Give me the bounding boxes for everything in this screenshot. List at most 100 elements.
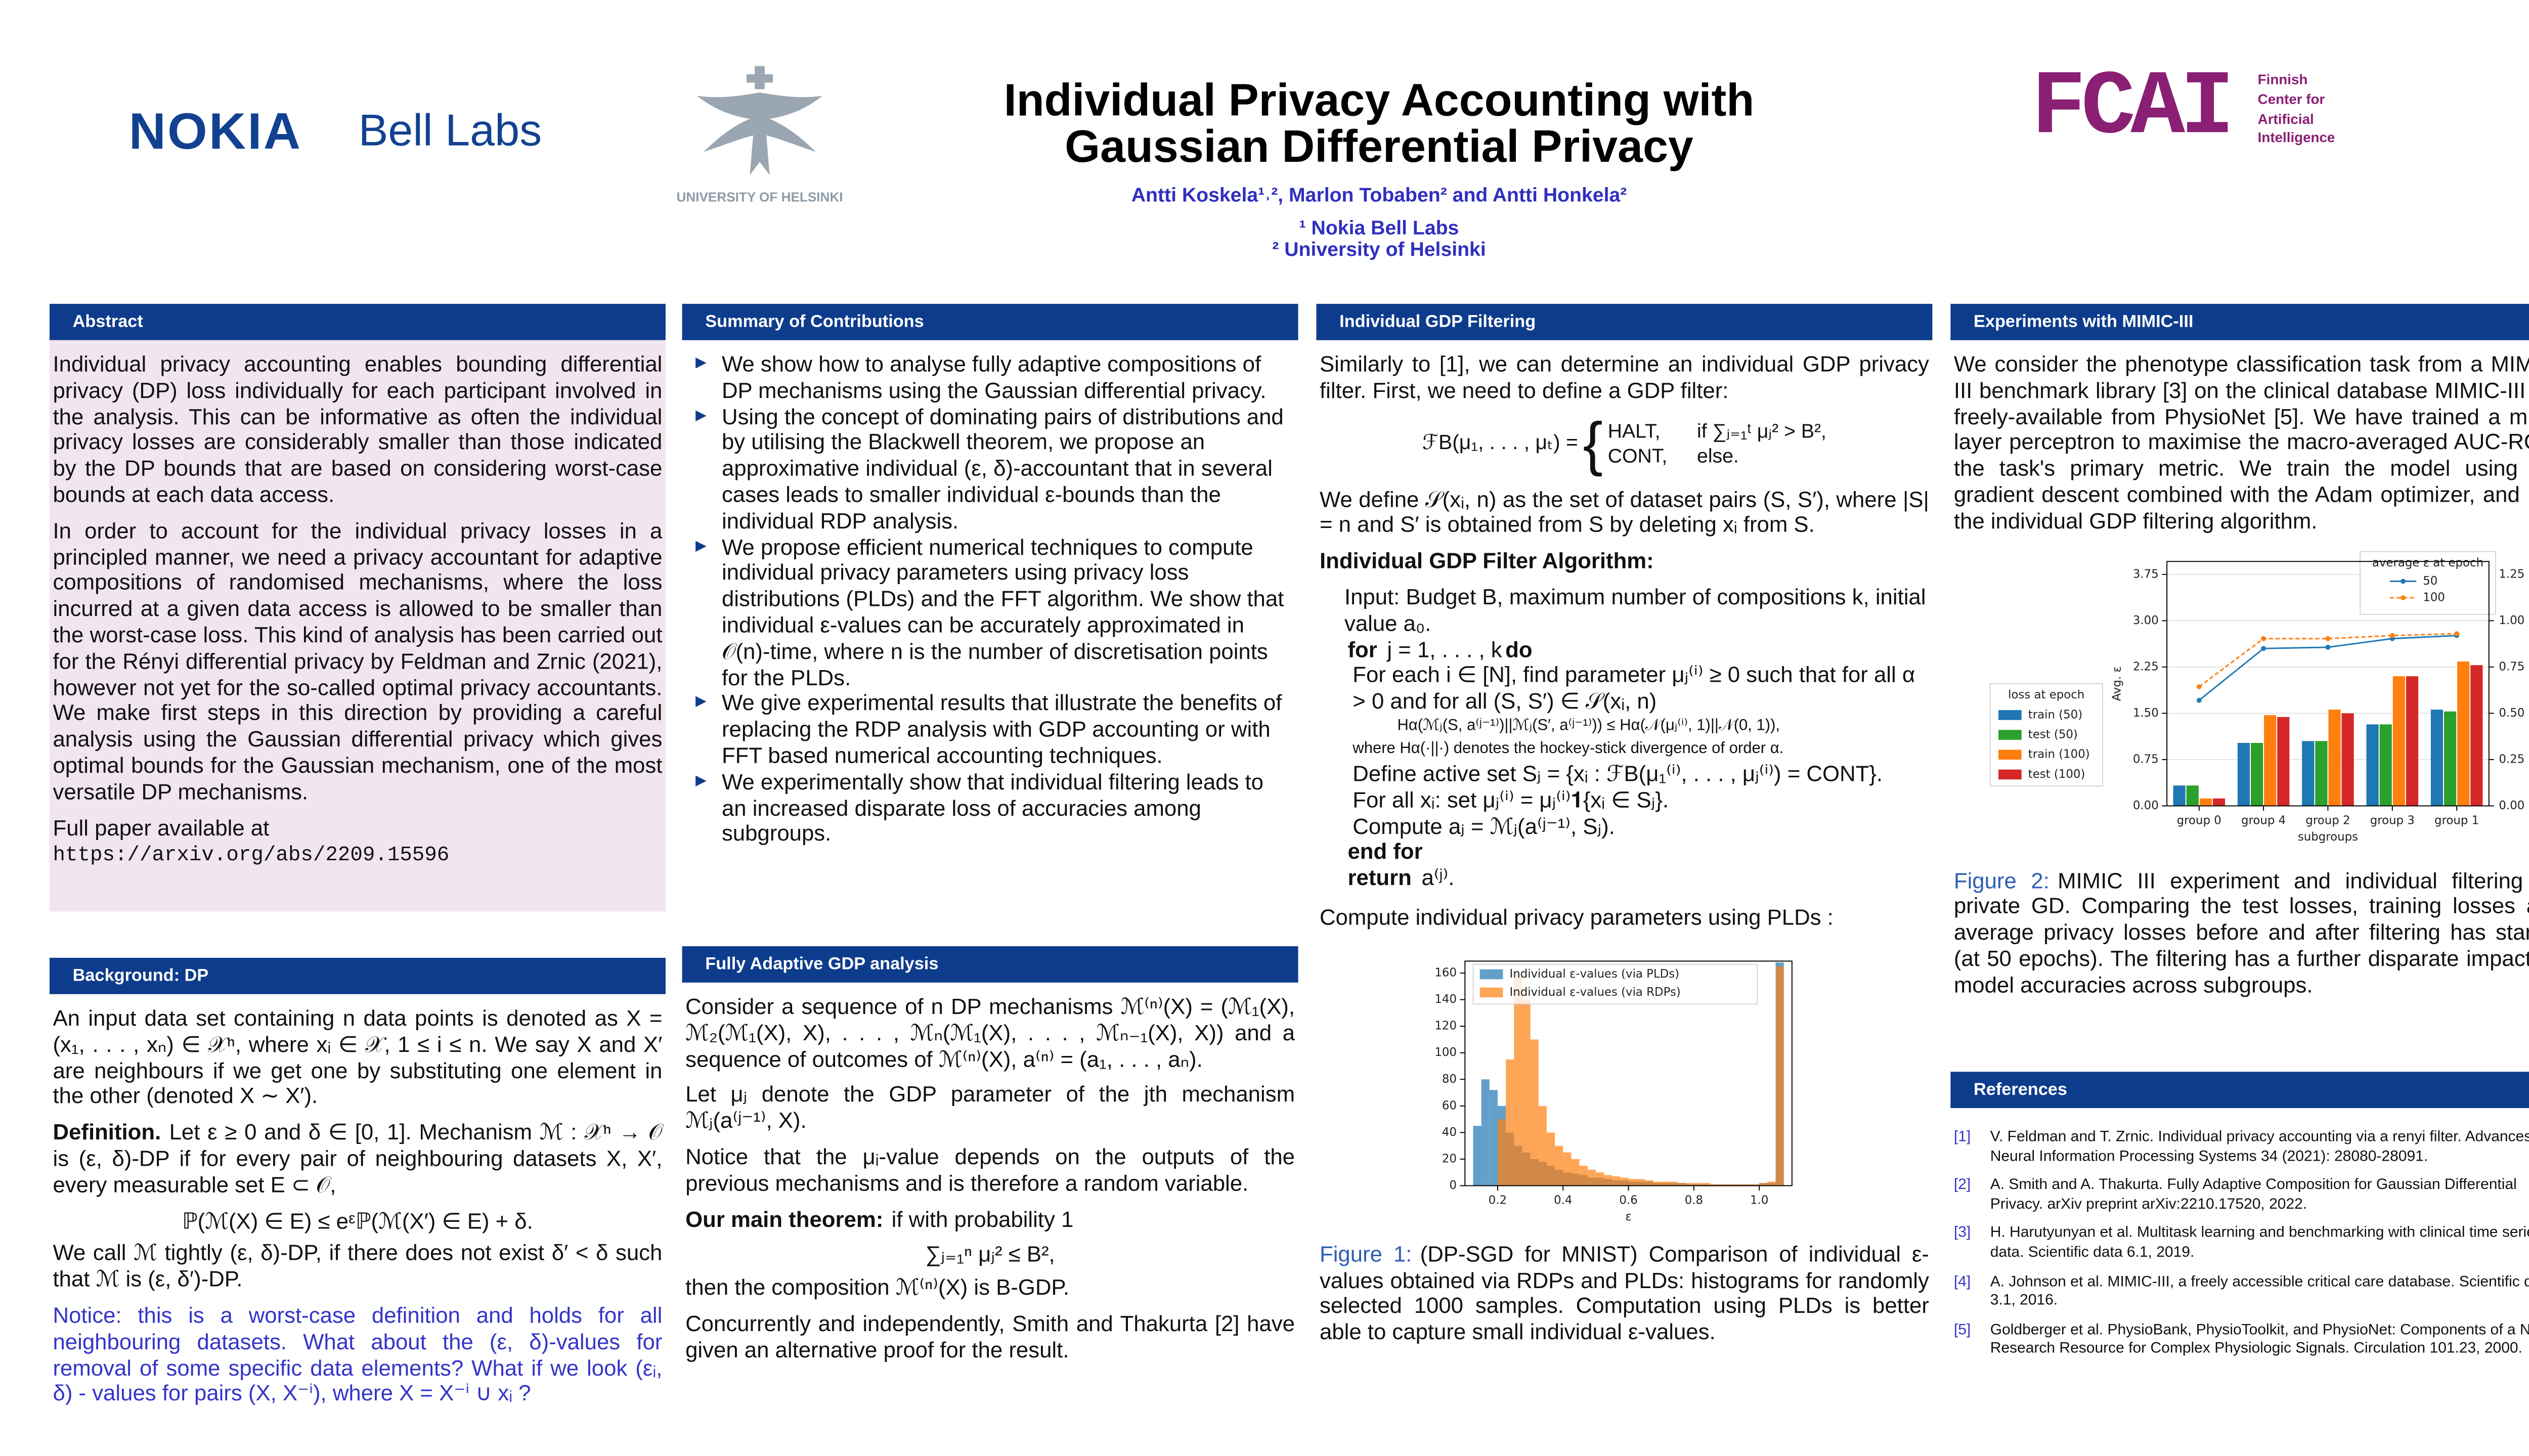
bar — [2406, 675, 2419, 806]
x-tick-label: 0.6 — [1619, 1194, 1637, 1207]
caption: Figure 2: MIMIC III experiment and indivi… — [1954, 868, 2529, 998]
algorithm-text: For each i ∈ [N], find parameter μⱼ⁽ⁱ⁾ ≥… — [1353, 663, 1915, 714]
histogram-bar — [1497, 1119, 1506, 1185]
section-body: An input data set containing n data poin… — [50, 994, 666, 1407]
paragraph-text: then the composition ℳ⁽ⁿ⁾(X) is B-GDP. — [685, 1275, 1070, 1300]
legend-swatch — [1479, 968, 1503, 979]
x-tick-label: group 0 — [2177, 813, 2221, 826]
section-body: Consider a sequence of n DP mechanisms ℳ… — [682, 983, 1298, 1363]
paragraph: Full paper available at https://arxiv.org… — [53, 815, 662, 871]
line-marker — [2325, 635, 2331, 641]
caption: Figure 1: (DP-SGD for MNIST) Comparison o… — [1320, 1242, 1929, 1346]
paragraph: Similarly to [1], we can determine an in… — [1320, 352, 1929, 404]
x-tick-label: 0.2 — [1489, 1194, 1507, 1207]
bell-labs-logo: Bell Labs — [358, 105, 542, 155]
y2-tick-label: 0.00 — [2499, 799, 2524, 812]
cases-grid: HALT, if ∑ⱼ₌₁ᵗ μⱼ² > B², CONT, else. — [1608, 419, 1826, 468]
paragraph: Notice that the μᵢ-value depends on the … — [685, 1144, 1295, 1197]
reference: [2] A. Smith and A. Thakurta. Fully Adapt… — [1954, 1176, 2529, 1215]
y-tick-label: 3.00 — [2133, 613, 2159, 626]
paragraph: We consider the phenotype classification… — [1954, 352, 2529, 535]
paragraph-text: An input data set containing n data poin… — [53, 1005, 663, 1109]
algorithm-line: Define active set Sⱼ = {xᵢ : ℱB(μ₁⁽ⁱ⁾, .… — [1320, 761, 1929, 787]
helsinki-emblem — [696, 66, 823, 175]
histogram-bar — [1506, 1059, 1514, 1185]
paragraph-text: We call ℳ tightly (ε, δ)-DP, if there do… — [53, 1241, 663, 1292]
algorithm-line: return a⁽ʲ⁾. — [1320, 866, 1929, 892]
reference-list: [1] V. Feldman and T. Zrnic. Individual p… — [1954, 1120, 2529, 1359]
y2-tick-label: 0.75 — [2499, 659, 2524, 673]
bar — [2264, 714, 2277, 806]
y-tick-label: 40 — [1442, 1125, 1457, 1138]
y-axis-label: Avg. ε — [2111, 666, 2124, 700]
paragraph: Our main theorem: if with probability 1 — [685, 1207, 1295, 1233]
histogram-bar — [1693, 1182, 1703, 1185]
paragraph-text: Similarly to [1], we can determine an in… — [1319, 351, 1929, 403]
algorithm-keyword: do — [1505, 637, 1533, 662]
plot-frame — [2166, 560, 2490, 806]
link: https://arxiv.org/abs/2209.15596 — [53, 844, 450, 868]
section: Abstract Individual privacy accounting en… — [49, 303, 666, 912]
y-tick-label: 160 — [1434, 966, 1457, 979]
y-tick-label: 0.75 — [2133, 752, 2159, 765]
case-cell: HALT, — [1607, 419, 1661, 442]
line-marker — [2454, 630, 2460, 636]
bar — [2212, 798, 2226, 806]
bar — [2173, 784, 2186, 806]
subheading: Individual GDP Filter Algorithm: — [1319, 548, 1654, 573]
reference-text: V. Feldman and T. Zrnic. Individual priv… — [1990, 1128, 2529, 1164]
algorithm-keyword: for — [1347, 637, 1377, 662]
reference: [5] Goldberger et al. PhysioBank, PhysioT… — [1954, 1320, 2529, 1359]
bar — [2315, 740, 2328, 806]
algorithm-line: for j = 1, . . . , k do — [1320, 637, 1929, 663]
reference-label: [4] — [1953, 1272, 1971, 1289]
section-header: Experiments with MIMIC-III — [1950, 303, 2529, 340]
histogram-bar — [1718, 1184, 1727, 1185]
histogram-bar — [1742, 1184, 1752, 1185]
paragraph: We define 𝒮(xᵢ, n) as the set of dataset… — [1320, 487, 1929, 539]
algorithm-line: Hα(ℳⱼ(S, a⁽ʲ⁻¹⁾)||ℳⱼ(S′, a⁽ʲ⁻¹⁾)) ≤ Hα(𝒩… — [1320, 715, 1929, 738]
paragraph-text: Notice that the μᵢ-value depends on the … — [685, 1144, 1295, 1196]
section: Individual GDP Filtering Similarly to [1]… — [1316, 303, 1933, 1356]
histogram-bar — [1669, 1181, 1678, 1185]
reference: [3] H. Harutyunyan et al. Multitask learn… — [1954, 1224, 2529, 1263]
histogram-bar — [1685, 1182, 1694, 1185]
bullet-item: Using the concept of dominating pairs of… — [722, 404, 1288, 535]
y-tick-label: 60 — [1442, 1099, 1457, 1112]
histogram-bar — [1604, 1174, 1612, 1185]
histogram-bar — [1653, 1181, 1662, 1185]
section-body: Individual privacy accounting enables bo… — [49, 340, 666, 912]
histogram-bar — [1571, 1159, 1580, 1185]
y-tick-label: 1.50 — [2133, 706, 2159, 719]
histogram-bar — [1636, 1178, 1645, 1185]
legend-label: train (50) — [2028, 708, 2082, 721]
histogram-bar — [1555, 1145, 1563, 1185]
histogram-bar — [1751, 1184, 1760, 1185]
bullet-list: We show how to analyse fully adaptive co… — [685, 352, 1295, 848]
reference-text: A. Smith and A. Thakurta. Fully Adaptive… — [1990, 1176, 2517, 1212]
bar — [2277, 716, 2290, 806]
y2-tick-label: 0.50 — [2499, 706, 2524, 719]
reference-text: H. Harutyunyan et al. Multitask learning… — [1990, 1224, 2529, 1260]
histogram-bar — [1677, 1182, 1686, 1185]
histogram-bar — [1612, 1176, 1621, 1185]
y-tick-label: 140 — [1434, 992, 1457, 1005]
algorithm-keyword: end for — [1347, 839, 1423, 864]
algorithm-line: For all xᵢ: set μⱼ⁽ⁱ⁾ = μⱼ⁽ⁱ⁾𝟏{xᵢ ∈ Sⱼ}. — [1320, 787, 1929, 814]
histogram-bar — [1726, 1184, 1735, 1185]
helsinki-logo-text: UNIVERSITY OF HELSINKI — [676, 190, 843, 205]
histogram-bar — [1546, 1132, 1555, 1185]
paragraph-text: if with probability 1 — [891, 1206, 1074, 1231]
algorithm: Input: Budget B, maximum number of compo… — [1320, 585, 1929, 892]
histogram-bar — [1579, 1165, 1588, 1185]
legend-label: Individual ε-values (via RDPs) — [1509, 985, 1680, 998]
section: Experiments with MIMIC-III We consider th… — [1950, 303, 2529, 1008]
histogram-bar — [1563, 1152, 1572, 1185]
note: Notice: this is a worst-case definition … — [53, 1303, 663, 1406]
y-tick-label: 0.00 — [2133, 799, 2159, 812]
bar — [2199, 798, 2212, 806]
reference: [4] A. Johnson et al. MIMIC-III, a freely… — [1954, 1272, 2529, 1311]
algorithm-text: j = 1, . . . , k — [1387, 637, 1502, 662]
histogram-bar — [1710, 1184, 1719, 1185]
